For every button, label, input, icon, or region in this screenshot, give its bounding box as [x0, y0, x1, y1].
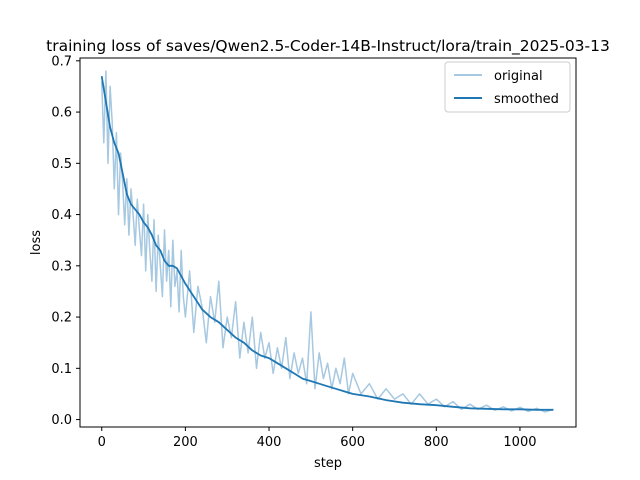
x-tick-label: 1000: [503, 435, 536, 450]
x-axis-label: step: [314, 456, 342, 471]
series-layer: [100, 70, 554, 413]
series-line-original: [100, 70, 554, 413]
x-axis: 0 200 400 600 800 1000: [98, 427, 537, 450]
chart-title: training loss of saves/Qwen2.5-Coder-14B…: [46, 37, 610, 56]
y-axis: 0.0 0.1 0.2 0.3 0.4 0.5 0.6 0.7: [51, 54, 80, 428]
legend-label-smoothed: smoothed: [494, 92, 559, 107]
y-tick-label: 0.1: [51, 362, 72, 377]
y-tick-label: 0.4: [51, 208, 72, 223]
y-tick-label: 0.7: [51, 54, 72, 69]
x-tick-label: 800: [424, 435, 449, 450]
plot-area: [79, 57, 577, 428]
series-line-smoothed: [100, 76, 554, 411]
x-tick-label: 600: [340, 435, 365, 450]
x-tick-label: 0: [98, 435, 106, 450]
y-tick-label: 0.6: [51, 106, 72, 121]
legend: original smoothed: [444, 61, 571, 113]
x-tick-label: 400: [257, 435, 282, 450]
y-tick-label: 0.5: [51, 157, 72, 172]
y-tick-label: 0.2: [51, 311, 72, 326]
axes-frame: [79, 57, 577, 428]
x-tick-label: 200: [173, 435, 198, 450]
y-axis-label: loss: [29, 230, 44, 255]
legend-label-original: original: [494, 69, 543, 84]
y-tick-label: 0.0: [51, 413, 72, 428]
y-tick-label: 0.3: [51, 259, 72, 274]
